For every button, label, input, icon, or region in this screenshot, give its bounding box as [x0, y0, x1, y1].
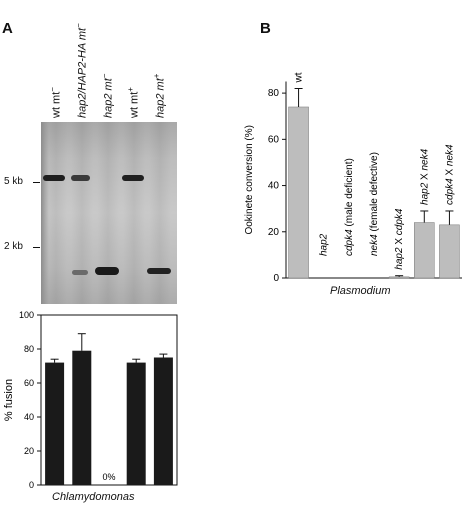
blot-band	[147, 268, 171, 274]
y-axis-label: Ookinete conversion (%)	[244, 125, 255, 235]
panel-b-letter: B	[260, 20, 271, 37]
y-tick-label: 40	[24, 412, 34, 422]
category-label: hap2	[319, 233, 330, 256]
bar	[153, 357, 173, 485]
category-label: hap2 X nek4	[419, 148, 430, 205]
category-label: nek4 (female defective)	[369, 152, 380, 256]
fusion-bar-chart: 0 20 40 60 80 100 % fusion 0%	[3, 310, 178, 490]
y-tick-label: 0	[29, 480, 34, 490]
category-label: hap2 X cdpk4	[394, 208, 405, 270]
blot-band	[43, 175, 65, 181]
blot-band	[71, 175, 90, 181]
blot-band	[95, 267, 119, 275]
y-tick-label: 100	[19, 310, 34, 320]
size-marker-2kb: 2 kb	[4, 241, 23, 252]
blot-band	[122, 175, 144, 181]
category-label: cdpk4 (male deficient)	[344, 158, 355, 256]
bar	[72, 350, 92, 485]
plasmodium-caption: Plasmodium	[330, 285, 391, 297]
size-marker-5kb: 5 kb	[4, 176, 23, 187]
y-tick-label: 20	[24, 446, 34, 456]
lane-label: hap2 mt−	[100, 73, 115, 118]
y-tick-label: 60	[268, 134, 280, 145]
y-tick-label: 0	[273, 273, 279, 284]
ookinete-bar-chart: 0 20 40 60 80 Ookinete conversion (%) wt hap2 cd…	[244, 72, 462, 284]
lane-label: hap2/HAP2-HA mt−	[74, 23, 89, 118]
y-tick-label: 80	[24, 344, 34, 354]
lane-label: hap2 mt+	[152, 73, 167, 118]
category-label: wt	[294, 72, 305, 83]
value-label: 0%	[102, 472, 115, 482]
y-tick-label: 80	[268, 88, 280, 99]
bar	[388, 276, 410, 279]
size-marker-tick	[33, 247, 40, 248]
size-marker-tick	[33, 182, 40, 183]
lane-label: wt mt+	[126, 87, 141, 118]
southern-blot-image	[41, 122, 177, 304]
bar	[288, 106, 309, 279]
y-tick-label: 20	[268, 227, 280, 238]
panel-a-letter: A	[2, 20, 13, 37]
chlamydomonas-caption: Chlamydomonas	[52, 491, 135, 503]
bar	[414, 222, 435, 279]
y-tick-label: 40	[268, 181, 280, 192]
blot-band	[72, 270, 88, 275]
bar	[45, 362, 65, 485]
category-label: cdpk4 X nek4	[444, 144, 455, 205]
bar	[126, 362, 146, 485]
bar	[439, 224, 460, 279]
plot-frame	[40, 314, 178, 486]
y-tick-label: 60	[24, 378, 34, 388]
y-axis-label: % fusion	[3, 379, 15, 421]
lane-label: wt mt−	[48, 87, 63, 118]
